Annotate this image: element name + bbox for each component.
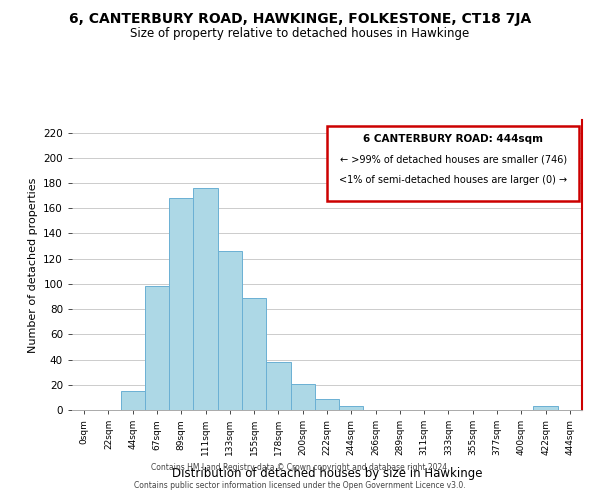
Bar: [290, 384, 315, 410]
Bar: [266, 362, 290, 410]
X-axis label: Distribution of detached houses by size in Hawkinge: Distribution of detached houses by size …: [172, 466, 482, 479]
Text: Contains HM Land Registry data © Crown copyright and database right 2024.: Contains HM Land Registry data © Crown c…: [151, 464, 449, 472]
Bar: [121, 391, 145, 410]
Bar: [533, 406, 558, 410]
Text: 6 CANTERBURY ROAD: 444sqm: 6 CANTERBURY ROAD: 444sqm: [363, 134, 543, 144]
FancyBboxPatch shape: [327, 126, 580, 201]
Text: Contains public sector information licensed under the Open Government Licence v3: Contains public sector information licen…: [134, 481, 466, 490]
Bar: [242, 298, 266, 410]
Text: 6, CANTERBURY ROAD, HAWKINGE, FOLKESTONE, CT18 7JA: 6, CANTERBURY ROAD, HAWKINGE, FOLKESTONE…: [69, 12, 531, 26]
Bar: [169, 198, 193, 410]
Text: ← >99% of detached houses are smaller (746): ← >99% of detached houses are smaller (7…: [340, 155, 567, 165]
Text: <1% of semi-detached houses are larger (0) →: <1% of semi-detached houses are larger (…: [339, 175, 567, 185]
Text: Size of property relative to detached houses in Hawkinge: Size of property relative to detached ho…: [130, 28, 470, 40]
Y-axis label: Number of detached properties: Number of detached properties: [28, 178, 38, 352]
Bar: [315, 398, 339, 410]
Bar: [145, 286, 169, 410]
Bar: [218, 251, 242, 410]
Bar: [193, 188, 218, 410]
Bar: [339, 406, 364, 410]
